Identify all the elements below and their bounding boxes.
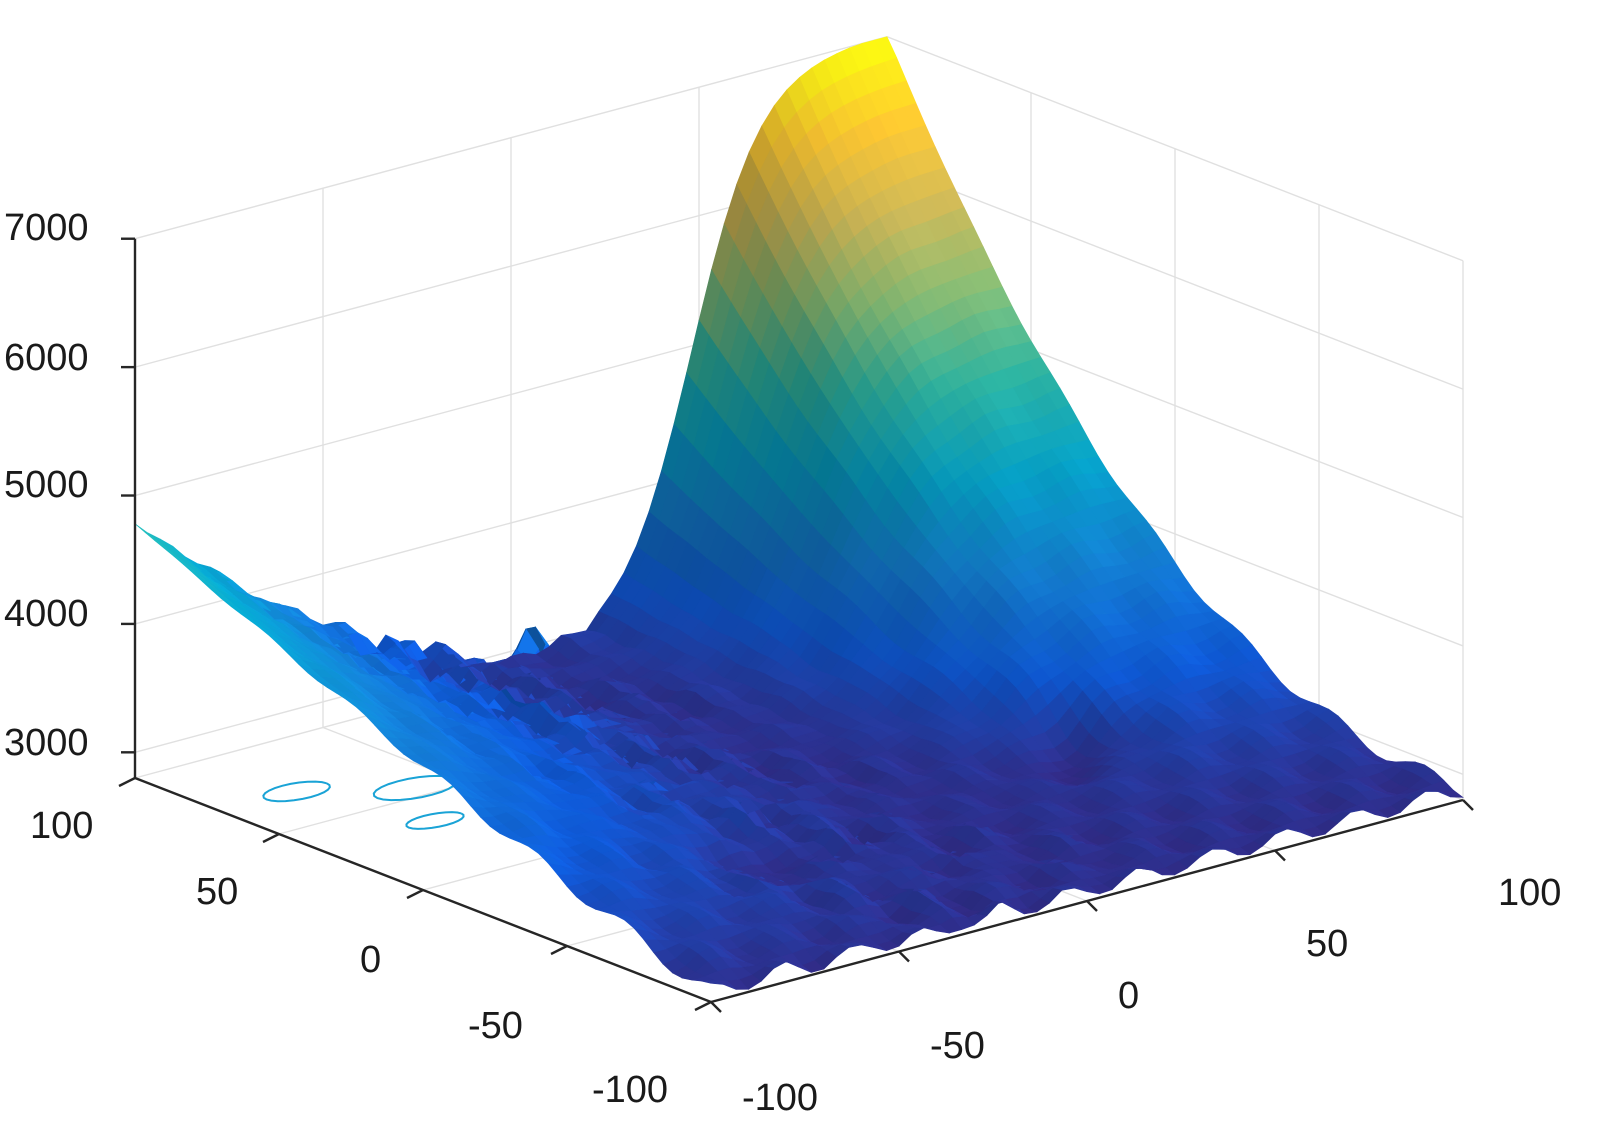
surface-patch-1-58 [156,540,180,556]
axis-lines [118,237,1474,1013]
y-tick-4 [118,776,136,788]
contour-loop-2 [405,811,465,830]
x-tick-2 [1086,900,1098,912]
x-tick-label-100: 100 [1498,872,1561,914]
contour-loop-0 [262,780,331,803]
x-tick-label-50: 50 [1306,923,1348,965]
x-tick-4 [1462,799,1474,811]
x-tick-label-0: 0 [1118,975,1139,1017]
surface-patch-1-59 [147,532,170,548]
y-tick-1 [550,944,568,956]
z-tick-label-5000: 5000 [4,464,89,506]
x-tick-labels: -100 -50 0 50 100 [742,872,1561,1119]
contour-loop-1 [372,774,458,802]
x-tick-label-minus50: -50 [930,1025,985,1067]
y-tick-label-minus100: -100 [592,1069,668,1111]
z-tick-label-6000: 6000 [4,337,89,379]
y-tick-3 [262,832,280,844]
y-tick-2 [406,888,424,900]
y-tick-0 [694,1000,712,1012]
z-tick-label-3000: 3000 [4,722,89,764]
z-tick-labels: 3000 4000 5000 6000 7000 [4,207,89,764]
surface-mesh [134,36,1464,990]
x-tick-0 [710,1001,722,1013]
surface-patch-0-59 [134,523,158,542]
z-tick-label-7000: 7000 [4,207,89,249]
z-tick-label-4000: 4000 [4,593,89,635]
y-tick-labels: 100 50 0 -50 -100 [30,805,668,1111]
x-tick-3 [1274,849,1286,862]
y-tick-label-100: 100 [30,805,93,847]
y-tick-label-50: 50 [196,871,238,913]
y-tick-label-minus50: -50 [468,1005,523,1047]
x-tick-label-minus100: -100 [742,1077,818,1119]
y-tick-label-0: 0 [360,939,381,981]
x-tick-1 [898,950,910,963]
